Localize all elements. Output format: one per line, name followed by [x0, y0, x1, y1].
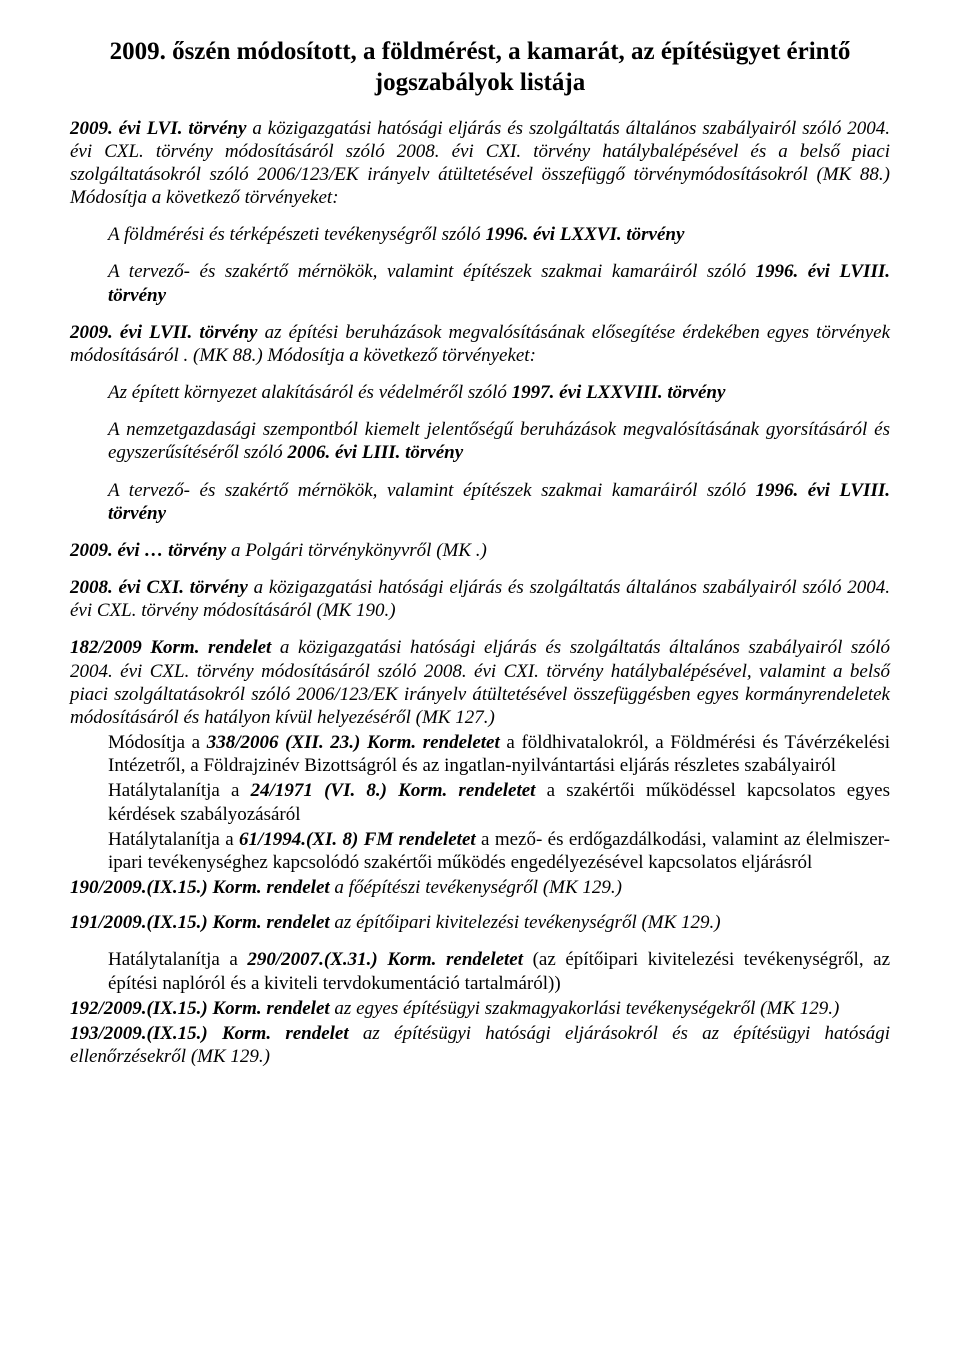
- paragraph-5: Az épített környezet alakításáról és véd…: [70, 381, 890, 404]
- p15-body: az építőipari kivitelezési tevékenységrő…: [330, 912, 721, 933]
- p6-bold: 2006. évi LIII. törvény: [287, 442, 463, 463]
- paragraph-12: Hatálytalanítja a 24/1971 (VI. 8.) Korm.…: [70, 779, 890, 825]
- paragraph-17: 192/2009.(IX.15.) Korm. rendelet az egye…: [70, 997, 890, 1020]
- paragraph-3: A tervező- és szakértő mérnökök, valamin…: [70, 260, 890, 306]
- p14-lead: 190/2009.(IX.15.) Korm. rendelet: [70, 877, 330, 898]
- p11-a: Módosítja a: [108, 732, 207, 753]
- p11-b: 338/2006 (XII. 23.) Korm. rendeletet: [207, 732, 500, 753]
- p13-a: Hatálytalanítja a: [108, 829, 239, 850]
- p13-b: 61/1994.(XI. 8) FM rendeletet: [239, 829, 476, 850]
- p5-bold: 1997. évi LXXVIII. törvény: [512, 382, 726, 403]
- paragraph-10: 182/2009 Korm. rendelet a közigazgatási …: [70, 636, 890, 729]
- paragraph-11: Módosítja a 338/2006 (XII. 23.) Korm. re…: [70, 731, 890, 777]
- p12-a: Hatálytalanítja a: [108, 780, 251, 801]
- p16-b: 290/2007.(X.31.) Korm. rendeletet: [247, 949, 523, 970]
- paragraph-15: 191/2009.(IX.15.) Korm. rendelet az épít…: [70, 911, 890, 934]
- p9-lead: 2008. évi CXI. törvény: [70, 577, 248, 598]
- p17-body: az egyes építésügyi szakmagyakorlási tev…: [330, 998, 840, 1019]
- p8-body: a Polgári törvénykönyvről (MK .): [226, 540, 487, 561]
- paragraph-6: A nemzetgazdasági szempontból kiemelt je…: [70, 418, 890, 464]
- paragraph-2: A földmérési és térképészeti tevékenység…: [70, 223, 890, 246]
- title-line-1: 2009. őszén módosított, a földmérést, a …: [110, 38, 851, 65]
- paragraph-8: 2009. évi … törvény a Polgári törvénykön…: [70, 539, 890, 562]
- paragraph-18: 193/2009.(IX.15.) Korm. rendelet az épít…: [70, 1022, 890, 1068]
- p2-bold: 1996. évi LXXVI. törvény: [485, 224, 684, 245]
- p15-lead: 191/2009.(IX.15.) Korm. rendelet: [70, 912, 330, 933]
- p6-text: A nemzetgazdasági szempontból kiemelt je…: [108, 419, 890, 463]
- p10-lead: 182/2009 Korm. rendelet: [70, 637, 271, 658]
- paragraph-13: Hatálytalanítja a 61/1994.(XI. 8) FM ren…: [70, 828, 890, 874]
- p17-lead: 192/2009.(IX.15.) Korm. rendelet: [70, 998, 330, 1019]
- p14-body: a főépítészi tevékenységről (MK 129.): [330, 877, 622, 898]
- paragraph-14: 190/2009.(IX.15.) Korm. rendelet a főépí…: [70, 876, 890, 899]
- p4-lead: 2009. évi LVII. törvény: [70, 322, 257, 343]
- paragraph-9: 2008. évi CXI. törvény a közigazgatási h…: [70, 576, 890, 622]
- paragraph-16: Hatálytalanítja a 290/2007.(X.31.) Korm.…: [70, 948, 890, 994]
- p2-text: A földmérési és térképészeti tevékenység…: [108, 224, 485, 245]
- p8-lead: 2009. évi … törvény: [70, 540, 226, 561]
- p5-text: Az épített környezet alakításáról és véd…: [108, 382, 512, 403]
- p3-text: A tervező- és szakértő mérnökök, valamin…: [108, 261, 756, 282]
- p12-b: 24/1971 (VI. 8.) Korm. rendeletet: [251, 780, 536, 801]
- p1-lead: 2009. évi LVI. törvény: [70, 118, 246, 139]
- p7-text: A tervező- és szakértő mérnökök, valamin…: [108, 480, 756, 501]
- paragraph-4: 2009. évi LVII. törvény az építési beruh…: [70, 321, 890, 367]
- document-title: 2009. őszén módosított, a földmérést, a …: [70, 36, 890, 99]
- title-line-2: jogszabályok listája: [375, 69, 585, 96]
- paragraph-1: 2009. évi LVI. törvény a közigazgatási h…: [70, 117, 890, 210]
- paragraph-7: A tervező- és szakértő mérnökök, valamin…: [70, 479, 890, 525]
- p18-lead: 193/2009.(IX.15.) Korm. rendelet: [70, 1023, 349, 1044]
- document-page: 2009. őszén módosított, a földmérést, a …: [0, 0, 960, 1363]
- p16-a: Hatálytalanítja a: [108, 949, 247, 970]
